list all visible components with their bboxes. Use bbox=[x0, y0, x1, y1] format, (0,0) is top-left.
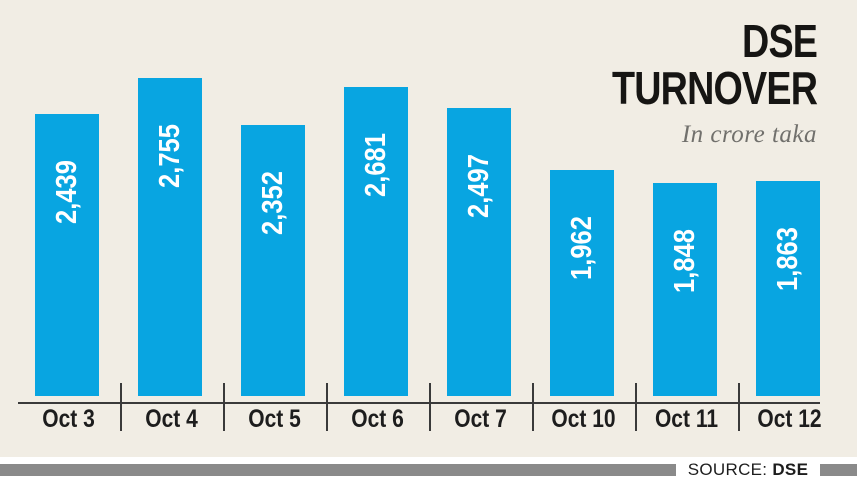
bar bbox=[756, 181, 820, 396]
x-axis-label: Oct 6 bbox=[351, 405, 404, 433]
bar bbox=[35, 114, 99, 396]
x-axis-label: Oct 12 bbox=[757, 405, 822, 433]
axis-tick bbox=[326, 383, 328, 431]
source-text: SOURCE: DSE bbox=[676, 460, 820, 480]
source-strip: SOURCE: DSE bbox=[0, 457, 857, 482]
chart-subtitle: In crore taka bbox=[681, 121, 817, 148]
bar bbox=[138, 78, 202, 396]
source-value: DSE bbox=[772, 460, 809, 479]
bar bbox=[241, 125, 305, 396]
x-axis-label: Oct 10 bbox=[551, 405, 616, 433]
source-label: SOURCE: bbox=[687, 460, 768, 479]
bar-chart-plot: 2,439 2,755 2,352 2,681 2,497 1,962 1,848 1,863 bbox=[35, 78, 820, 396]
bar bbox=[550, 170, 614, 396]
bar bbox=[344, 87, 408, 396]
axis-tick bbox=[429, 383, 431, 431]
x-axis-line bbox=[18, 402, 820, 404]
x-axis-label: Oct 11 bbox=[654, 405, 719, 433]
x-axis-label: Oct 4 bbox=[145, 405, 198, 433]
axis-tick bbox=[120, 383, 122, 431]
bar bbox=[447, 108, 511, 396]
chart-title-line-2: TURNOVER bbox=[611, 62, 818, 114]
source-divider-right bbox=[820, 464, 857, 476]
chart-title-line-1: DSE bbox=[741, 15, 818, 67]
x-axis-label: Oct 7 bbox=[454, 405, 507, 433]
source-divider-left bbox=[0, 464, 676, 476]
x-axis-label: Oct 3 bbox=[42, 405, 95, 433]
axis-tick bbox=[635, 383, 637, 431]
axis-tick bbox=[532, 383, 534, 431]
x-axis-labels: Oct 3 Oct 4 Oct 5 Oct 6 Oct 7 Oct 10 Oct 11 Oct… bbox=[42, 405, 822, 433]
chart-title-block: DSE TURNOVER In crore taka bbox=[567, 15, 818, 149]
x-axis-ticks bbox=[120, 383, 740, 431]
axis-tick bbox=[223, 383, 225, 431]
x-axis-label: Oct 5 bbox=[248, 405, 301, 433]
bar bbox=[653, 183, 717, 396]
axis-tick bbox=[738, 383, 740, 431]
